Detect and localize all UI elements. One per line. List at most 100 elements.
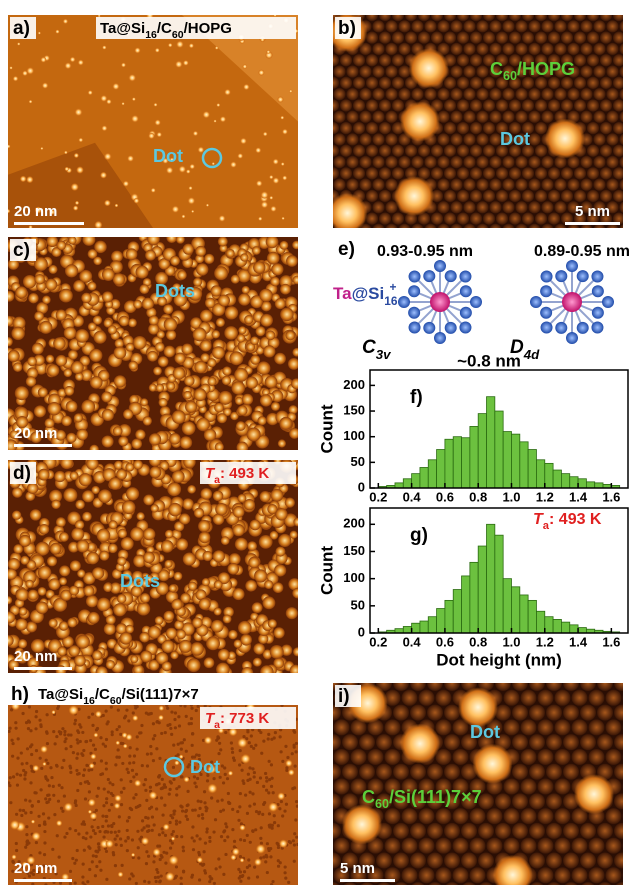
cluster-dot (291, 378, 302, 389)
cluster-dot (285, 497, 295, 507)
molecule (281, 814, 284, 817)
molecule (48, 784, 51, 787)
molecule (180, 775, 183, 778)
cluster-dot (59, 621, 68, 630)
molecule (548, 9, 560, 21)
molecule (145, 711, 148, 714)
molecule (528, 201, 540, 213)
molecule (57, 800, 60, 803)
molecule (614, 734, 630, 750)
ta-atom (430, 292, 450, 312)
text-part: /HOPG (184, 20, 232, 37)
molecule (117, 830, 120, 833)
molecule (185, 750, 188, 753)
molecule (160, 796, 163, 799)
molecule (227, 801, 230, 804)
cluster-dot (39, 321, 52, 334)
y-tick-label: 100 (343, 428, 365, 443)
scale-bar-label: 5 nm (575, 203, 610, 220)
molecule (398, 156, 410, 168)
molecule (626, 54, 633, 66)
molecule (136, 830, 139, 833)
cluster-dot (56, 820, 62, 826)
molecule (613, 32, 625, 44)
molecule (353, 99, 365, 111)
cluster-dot (47, 402, 60, 415)
cluster-dot (199, 532, 211, 544)
molecule (589, 690, 605, 706)
molecule (210, 877, 213, 880)
cluster-dot (59, 532, 69, 542)
text-part: /Si(111)7×7 (389, 787, 482, 807)
cluster-dot (166, 330, 176, 340)
molecule (450, 111, 462, 123)
molecule (333, 179, 345, 191)
molecule (86, 880, 89, 883)
molecule (495, 793, 511, 809)
molecule (587, 99, 599, 111)
cluster-dot (282, 129, 288, 135)
dot-label: Dot (500, 129, 530, 149)
cluster-dot (126, 343, 135, 352)
molecule (264, 772, 267, 775)
molecule (247, 858, 250, 861)
cluster-dot (120, 632, 132, 644)
molecule (15, 813, 18, 816)
cluster-dot (142, 298, 154, 310)
molecule (450, 156, 462, 168)
cluster-dot (82, 512, 92, 522)
molecule (561, 167, 573, 179)
molecule (450, 133, 462, 145)
molecule (476, 133, 488, 145)
molecule (145, 850, 148, 853)
molecule (372, 201, 384, 213)
cluster-dot (95, 711, 102, 718)
molecule (147, 829, 150, 832)
molecule (69, 733, 72, 736)
molecule (153, 734, 156, 737)
molecule (515, 201, 527, 213)
molecule (580, 675, 596, 691)
molecule (74, 801, 77, 804)
molecule (247, 773, 250, 776)
cluster-dot (81, 293, 91, 303)
cluster-dot (216, 318, 225, 327)
molecule (154, 876, 157, 879)
molecule (327, 54, 339, 66)
scale-bar (14, 222, 84, 225)
cluster-dot (222, 366, 231, 375)
molecule (43, 830, 46, 833)
cluster-dot (8, 558, 20, 570)
molecule (43, 841, 46, 844)
molecule (38, 851, 41, 854)
cluster-dot (89, 763, 95, 769)
molecule (528, 156, 540, 168)
molecule (541, 111, 553, 123)
cluster-dot (240, 253, 248, 261)
bar (445, 439, 453, 488)
molecule (92, 743, 95, 746)
molecule (489, 88, 501, 100)
cluster-dot (207, 358, 216, 367)
molecule (379, 167, 391, 179)
molecule (160, 732, 163, 735)
cluster-dot (133, 336, 147, 350)
molecule (183, 738, 186, 741)
scale-bar-label: 20 nm (14, 860, 57, 877)
molecule (96, 727, 99, 730)
molecule (198, 807, 201, 810)
dot-label: Dots (120, 571, 160, 591)
molecule (152, 860, 155, 863)
x-tick-label: 0.2 (369, 634, 387, 649)
molecule (264, 860, 267, 863)
cluster-dot (282, 175, 287, 180)
cluster-dot (203, 551, 213, 561)
cluster-dot (256, 180, 263, 187)
cluster-dot (266, 236, 279, 249)
molecule (273, 814, 276, 817)
cluster-dot (246, 377, 258, 389)
molecule (128, 762, 131, 765)
cluster-dot (25, 580, 33, 588)
stm-image (327, 9, 633, 236)
cluster-dot (77, 429, 89, 441)
